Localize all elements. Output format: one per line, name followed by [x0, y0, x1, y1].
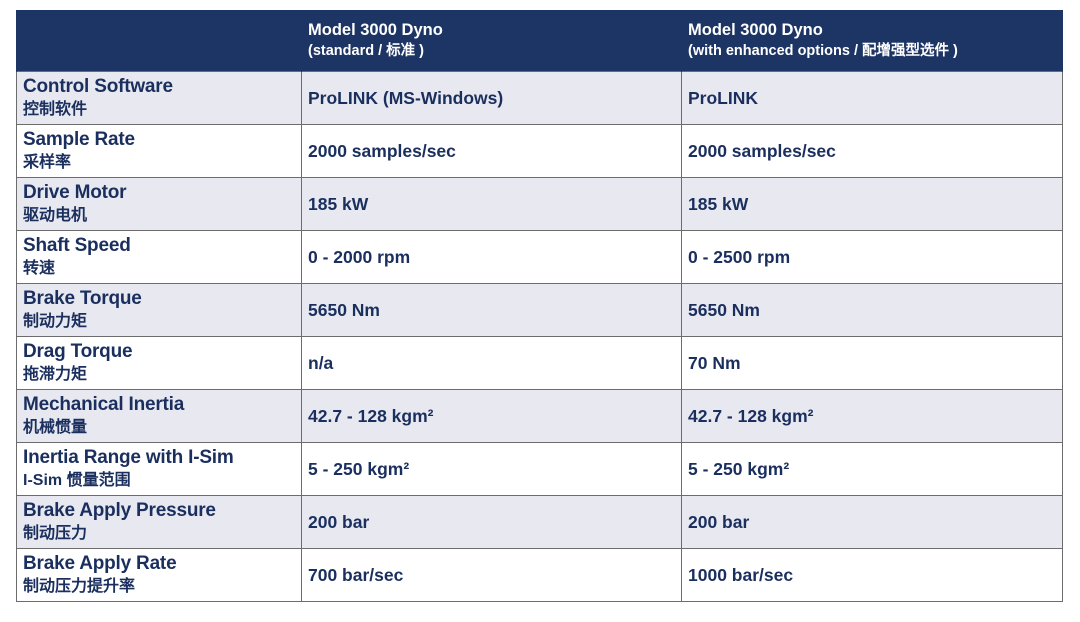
- enhanced-value: 5 - 250 kgm²: [681, 442, 1063, 496]
- row-label-en: Brake Apply Pressure: [23, 500, 216, 521]
- table-row: Brake Torque 制动力矩 5650 Nm 5650 Nm: [16, 283, 1063, 337]
- row-label-zh: I-Sim 惯量范围: [23, 472, 131, 489]
- header-enhanced-subtitle: (with enhanced options / 配增强型选件 ): [688, 43, 958, 59]
- table-row: Mechanical Inertia 机械惯量 42.7 - 128 kgm² …: [16, 389, 1063, 443]
- table-header: Model 3000 Dyno (standard / 标准 ) Model 3…: [16, 10, 1063, 72]
- table-row: Brake Apply Rate 制动压力提升率 700 bar/sec 100…: [16, 548, 1063, 602]
- row-label-zh: 控制软件: [23, 101, 88, 118]
- standard-value: 700 bar/sec: [301, 548, 682, 602]
- enhanced-value: 42.7 - 128 kgm²: [681, 389, 1063, 443]
- header-empty-cell: [16, 10, 302, 72]
- table-row: Sample Rate 采样率 2000 samples/sec 2000 sa…: [16, 124, 1063, 178]
- row-label-zh: 转速: [23, 260, 56, 277]
- header-standard-title: Model 3000 Dyno: [308, 21, 443, 39]
- standard-value: n/a: [301, 336, 682, 390]
- standard-value: 185 kW: [301, 177, 682, 231]
- standard-value: ProLINK (MS-Windows): [301, 71, 682, 125]
- row-label: Inertia Range with I-Sim I-Sim 惯量范围: [16, 442, 302, 496]
- header-standard-subtitle: (standard / 标准 ): [308, 43, 425, 59]
- enhanced-value: 70 Nm: [681, 336, 1063, 390]
- row-label-en: Control Software: [23, 76, 173, 97]
- row-label-zh: 制动力矩: [23, 313, 88, 330]
- row-label: Control Software 控制软件: [16, 71, 302, 125]
- row-label: Drag Torque 拖滞力矩: [16, 336, 302, 390]
- table-row: Brake Apply Pressure 制动压力 200 bar 200 ba…: [16, 495, 1063, 549]
- table-row: Drive Motor 驱动电机 185 kW 185 kW: [16, 177, 1063, 231]
- row-label-en: Shaft Speed: [23, 235, 131, 256]
- enhanced-value: 1000 bar/sec: [681, 548, 1063, 602]
- header-enhanced-title: Model 3000 Dyno: [688, 21, 823, 39]
- table-row: Shaft Speed 转速 0 - 2000 rpm 0 - 2500 rpm: [16, 230, 1063, 284]
- header-enhanced: Model 3000 Dyno (with enhanced options /…: [681, 10, 1063, 72]
- header-standard: Model 3000 Dyno (standard / 标准 ): [301, 10, 682, 72]
- row-label: Drive Motor 驱动电机: [16, 177, 302, 231]
- row-label-zh: 制动压力: [23, 525, 88, 542]
- row-label-zh: 采样率: [23, 154, 72, 171]
- row-label: Brake Apply Rate 制动压力提升率: [16, 548, 302, 602]
- row-label-en: Drag Torque: [23, 341, 133, 362]
- table-body: Control Software 控制软件 ProLINK (MS-Window…: [16, 71, 1063, 602]
- row-label-zh: 拖滞力矩: [23, 366, 88, 383]
- row-label-zh: 制动压力提升率: [23, 578, 136, 595]
- standard-value: 5 - 250 kgm²: [301, 442, 682, 496]
- row-label: Sample Rate 采样率: [16, 124, 302, 178]
- row-label: Brake Apply Pressure 制动压力: [16, 495, 302, 549]
- table-row: Drag Torque 拖滞力矩 n/a 70 Nm: [16, 336, 1063, 390]
- enhanced-value: 185 kW: [681, 177, 1063, 231]
- enhanced-value: ProLINK: [681, 71, 1063, 125]
- row-label-zh: 驱动电机: [23, 207, 88, 224]
- enhanced-value: 200 bar: [681, 495, 1063, 549]
- row-label: Shaft Speed 转速: [16, 230, 302, 284]
- spec-table: Model 3000 Dyno (standard / 标准 ) Model 3…: [16, 10, 1063, 602]
- header-row: Model 3000 Dyno (standard / 标准 ) Model 3…: [16, 10, 1063, 72]
- row-label: Mechanical Inertia 机械惯量: [16, 389, 302, 443]
- enhanced-value: 0 - 2500 rpm: [681, 230, 1063, 284]
- row-label-en: Mechanical Inertia: [23, 394, 185, 415]
- row-label-en: Brake Apply Rate: [23, 553, 177, 574]
- row-label-zh: 机械惯量: [23, 419, 88, 436]
- enhanced-value: 5650 Nm: [681, 283, 1063, 337]
- row-label-en: Inertia Range with I-Sim: [23, 447, 234, 468]
- row-label: Brake Torque 制动力矩: [16, 283, 302, 337]
- standard-value: 2000 samples/sec: [301, 124, 682, 178]
- standard-value: 42.7 - 128 kgm²: [301, 389, 682, 443]
- row-label-en: Brake Torque: [23, 288, 142, 309]
- row-label-en: Sample Rate: [23, 129, 135, 150]
- table-row: Control Software 控制软件 ProLINK (MS-Window…: [16, 71, 1063, 125]
- standard-value: 5650 Nm: [301, 283, 682, 337]
- row-label-en: Drive Motor: [23, 182, 127, 203]
- standard-value: 200 bar: [301, 495, 682, 549]
- enhanced-value: 2000 samples/sec: [681, 124, 1063, 178]
- standard-value: 0 - 2000 rpm: [301, 230, 682, 284]
- table-row: Inertia Range with I-Sim I-Sim 惯量范围 5 - …: [16, 442, 1063, 496]
